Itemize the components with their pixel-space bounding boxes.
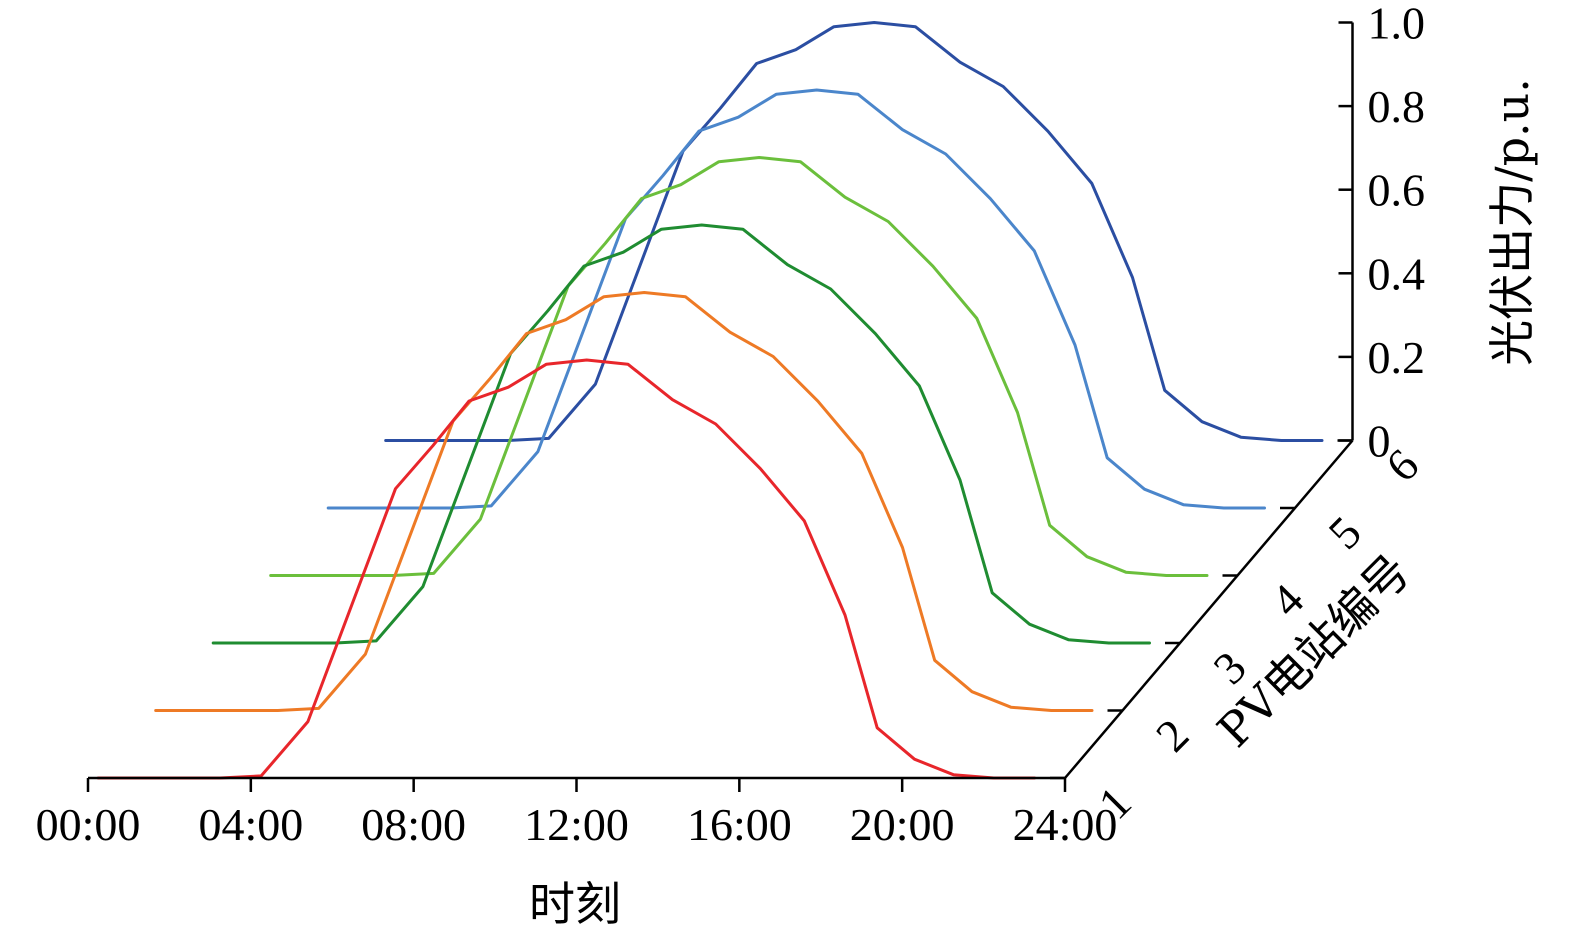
y-tick-label: 1.0 (1368, 0, 1426, 49)
x-axis-title: 时刻 (529, 877, 621, 931)
depth-tick-label: 2 (1146, 709, 1198, 761)
y-tick-label: 0 (1368, 416, 1391, 467)
y-tick-label: 0.2 (1368, 332, 1426, 383)
depth-tick-label: 4 (1261, 574, 1313, 626)
series-line-pv-5 (326, 88, 1266, 510)
series-line-pv-4 (269, 156, 1209, 577)
x-tick-label: 00:00 (36, 799, 141, 850)
y-tick-label: 0.4 (1368, 248, 1426, 299)
y-axis-title: 光伏出力/p.u. (1485, 78, 1539, 366)
series-line-pv-3 (211, 223, 1151, 645)
x-tick-label: 04:00 (198, 799, 303, 850)
series-line-pv-1 (96, 358, 1036, 780)
series-line-pv-2 (154, 291, 1094, 712)
x-tick-label: 08:00 (361, 799, 466, 850)
x-tick-label: 20:00 (850, 799, 955, 850)
axis-ticks: 00:00 04:00 08:00 12:00 16:00 20:00 24:00 0 0.2 0… (36, 0, 1429, 850)
series-line-pv-6 (384, 21, 1324, 442)
depth-axis-line (1064, 439, 1354, 779)
x-tick-label: 12:00 (524, 799, 629, 850)
series-lines (96, 21, 1324, 780)
y-tick-label: 0.8 (1368, 81, 1426, 132)
axes (88, 22, 1354, 780)
x-tick-label: 16:00 (687, 799, 792, 850)
depth-tick-label: 5 (1318, 506, 1370, 558)
depth-axis-title: PV电站编号 (1207, 544, 1421, 758)
x-tick-label: 24:00 (1013, 799, 1118, 850)
y-tick-label: 0.6 (1368, 165, 1426, 216)
